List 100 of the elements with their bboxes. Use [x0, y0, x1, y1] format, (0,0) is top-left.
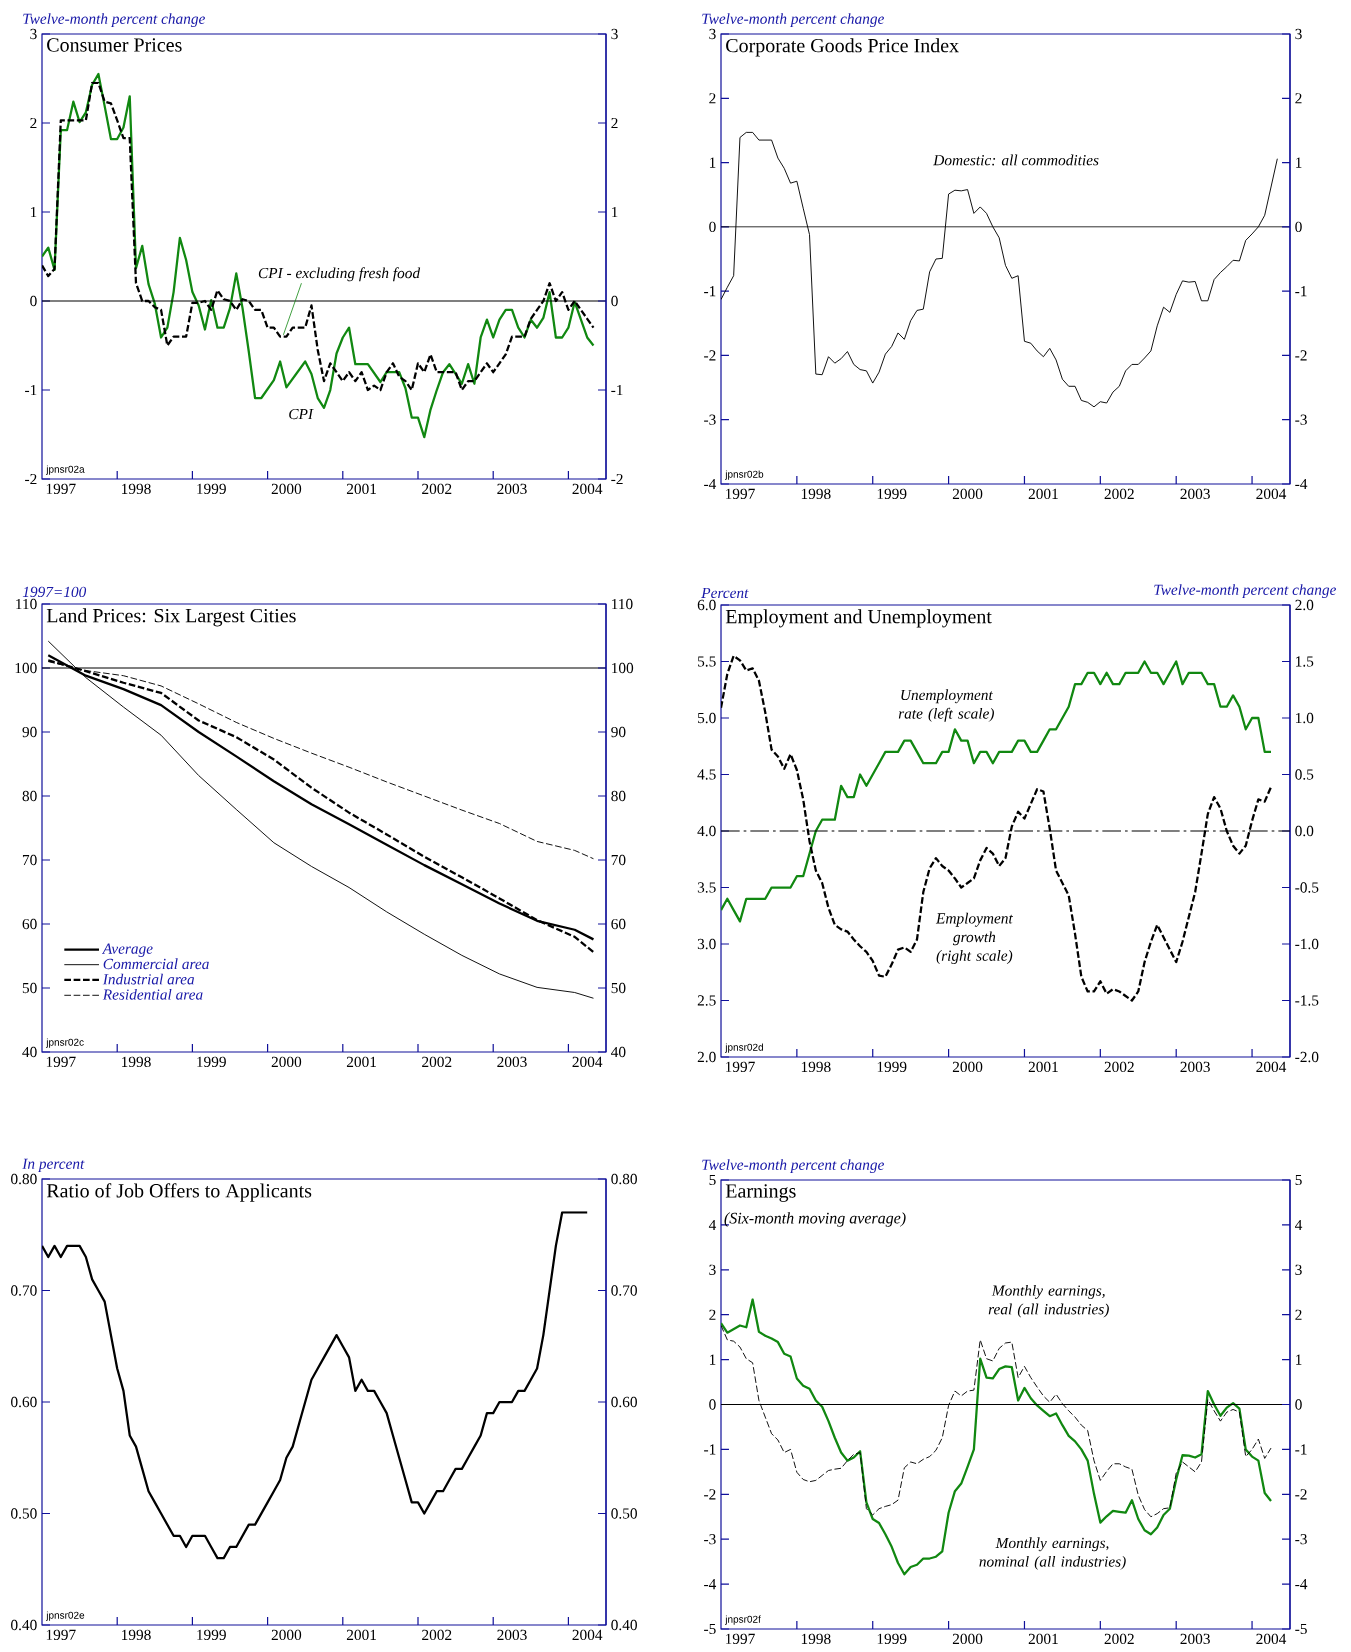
x-tick-label: 2000 — [952, 1061, 983, 1073]
annotation: jpnsr02d — [725, 1043, 763, 1053]
chart-title: Corporate Goods Price Index — [726, 38, 959, 57]
line-series — [42, 72, 595, 439]
y-tick-label: -5 — [704, 1623, 716, 1635]
y-tick-label: 0 — [30, 295, 37, 307]
x-tick-label: 2003 — [497, 1629, 527, 1641]
x-tick-label: 2002 — [1104, 1633, 1134, 1645]
x-tick-label: 1998 — [122, 483, 151, 495]
y-tick-label: 2 — [30, 117, 37, 129]
y2-tick-label: -3 — [1295, 414, 1307, 425]
y2-tick-label: 0 — [611, 295, 618, 307]
y2-tick-label: 1 — [1296, 1354, 1302, 1365]
legend-label: Industrial area — [102, 973, 195, 985]
y-tick-label: 4 — [708, 1219, 717, 1230]
chart-title: Employment and Unemployment — [725, 609, 992, 628]
y-tick-label: 110 — [16, 598, 37, 610]
y-tick-label: -3 — [704, 1534, 716, 1545]
y-tick-label: -2 — [704, 1489, 716, 1500]
y-tick-label: 100 — [15, 662, 37, 674]
y-tick-label: 0.50 — [11, 1508, 37, 1519]
x-tick-label: 2002 — [1104, 1061, 1134, 1073]
series-label: CPI — [289, 408, 314, 420]
y2-tick-label: 2 — [1295, 93, 1302, 104]
annotation: jpnsr02b — [725, 470, 764, 480]
y2-tick-label: 1 — [612, 206, 618, 218]
y-tick-label: -4 — [704, 1579, 717, 1590]
y-tick-label: 0.70 — [11, 1285, 37, 1296]
y-tick-label: 4.5 — [697, 769, 716, 780]
x-tick-label: 1997 — [725, 1061, 755, 1073]
x-tick-label: 1999 — [197, 483, 226, 495]
y2-tick-label: -1 — [1295, 286, 1307, 297]
x-tick-label: 2004 — [572, 1056, 603, 1068]
x-tick-label: 2002 — [422, 1629, 452, 1641]
x-tick-label: 1999 — [877, 488, 907, 500]
y2-tick-label: 50 — [611, 982, 626, 994]
y-tick-label: 1 — [709, 1354, 716, 1365]
y-tick-label: 0 — [709, 221, 716, 233]
chart-title: Earnings — [725, 1184, 796, 1202]
x-tick-label: 1998 — [801, 488, 831, 500]
y-tick-label: 3.0 — [697, 938, 716, 950]
y-tick-label: 80 — [22, 790, 37, 802]
y2-axis-title: Twelve-month percent change — [1154, 584, 1337, 599]
y-tick-label: 90 — [22, 726, 37, 738]
x-tick-label: 2004 — [1256, 488, 1287, 500]
y2-tick-label: 3 — [611, 28, 618, 40]
y2-tick-label: 2.0 — [1295, 599, 1314, 611]
x-tick-label: 1997 — [46, 483, 76, 495]
text: (Six-month moving average) — [724, 1212, 906, 1227]
y2-tick-label: -1 — [611, 384, 623, 396]
y-tick-label: -1 — [704, 286, 716, 297]
y2-tick-label: 1.0 — [1296, 712, 1314, 724]
annotation: jpnsr02e — [46, 1611, 85, 1621]
x-tick-label: 1999 — [197, 1629, 226, 1641]
y-tick-label: 60 — [22, 918, 37, 930]
x-tick-label: 2004 — [1256, 1061, 1287, 1073]
y2-tick-label: 3 — [1295, 1264, 1302, 1275]
x-tick-label: 1999 — [877, 1061, 907, 1073]
y-tick-label: 1 — [709, 157, 716, 168]
y2-tick-label: 0.70 — [611, 1285, 637, 1296]
y2-tick-label: 0.60 — [611, 1396, 637, 1408]
y2-tick-label: -3 — [1295, 1534, 1307, 1545]
y-tick-label: 0.60 — [11, 1396, 37, 1408]
legend-label: Residential area — [102, 988, 203, 1000]
x-tick-label: 2003 — [497, 483, 527, 495]
y2-tick-label: 0.80 — [611, 1173, 637, 1185]
y-tick-label: 2.0 — [697, 1051, 716, 1063]
x-tick-label: 1997 — [46, 1629, 76, 1641]
x-tick-label: 1998 — [801, 1633, 831, 1645]
x-tick-label: 2003 — [497, 1056, 527, 1068]
chart-title: Consumer Prices — [47, 38, 182, 52]
y-axis-title: Twelve-month percent change — [702, 13, 885, 28]
y2-tick-label: 2 — [1295, 1309, 1302, 1320]
y-tick-label: 3 — [30, 28, 37, 40]
x-tick-label: 2004 — [572, 483, 603, 495]
x-tick-label: 2002 — [422, 1056, 452, 1068]
y-axis-title: Percent — [701, 587, 749, 599]
y-tick-label: -4 — [704, 478, 717, 490]
x-tick-label: 2004 — [1256, 1633, 1287, 1645]
y2-tick-label: -5 — [1295, 1623, 1307, 1635]
y2-tick-label: 70 — [611, 854, 626, 866]
x-tick-label: 2002 — [1104, 488, 1134, 500]
y-tick-label: 3.5 — [697, 882, 716, 893]
x-tick-label: 2001 — [1028, 1633, 1058, 1645]
y2-tick-label: 5 — [1295, 1174, 1302, 1186]
y-tick-label: 3 — [709, 28, 716, 40]
y-axis-title: Twelve-month percent change — [702, 1159, 885, 1174]
x-tick-label: 1998 — [801, 1061, 831, 1073]
y-tick-label: -2 — [704, 350, 716, 361]
series-label: CPI - excluding fresh food — [258, 267, 421, 282]
series-label: Monthly earnings, nominal (all industries) — [979, 1537, 1126, 1570]
x-tick-label: 1998 — [122, 1056, 151, 1068]
y-tick-label: 2.5 — [697, 995, 716, 1006]
legend-label: Average — [101, 943, 153, 957]
y-tick-label: 5.5 — [698, 656, 716, 667]
x-tick-label: 1999 — [877, 1633, 907, 1645]
y2-tick-label: 40 — [611, 1046, 626, 1058]
y-tick-label: 5.0 — [698, 712, 716, 724]
x-tick-label: 2001 — [1028, 1061, 1058, 1073]
y2-tick-label: 0.50 — [611, 1508, 637, 1519]
